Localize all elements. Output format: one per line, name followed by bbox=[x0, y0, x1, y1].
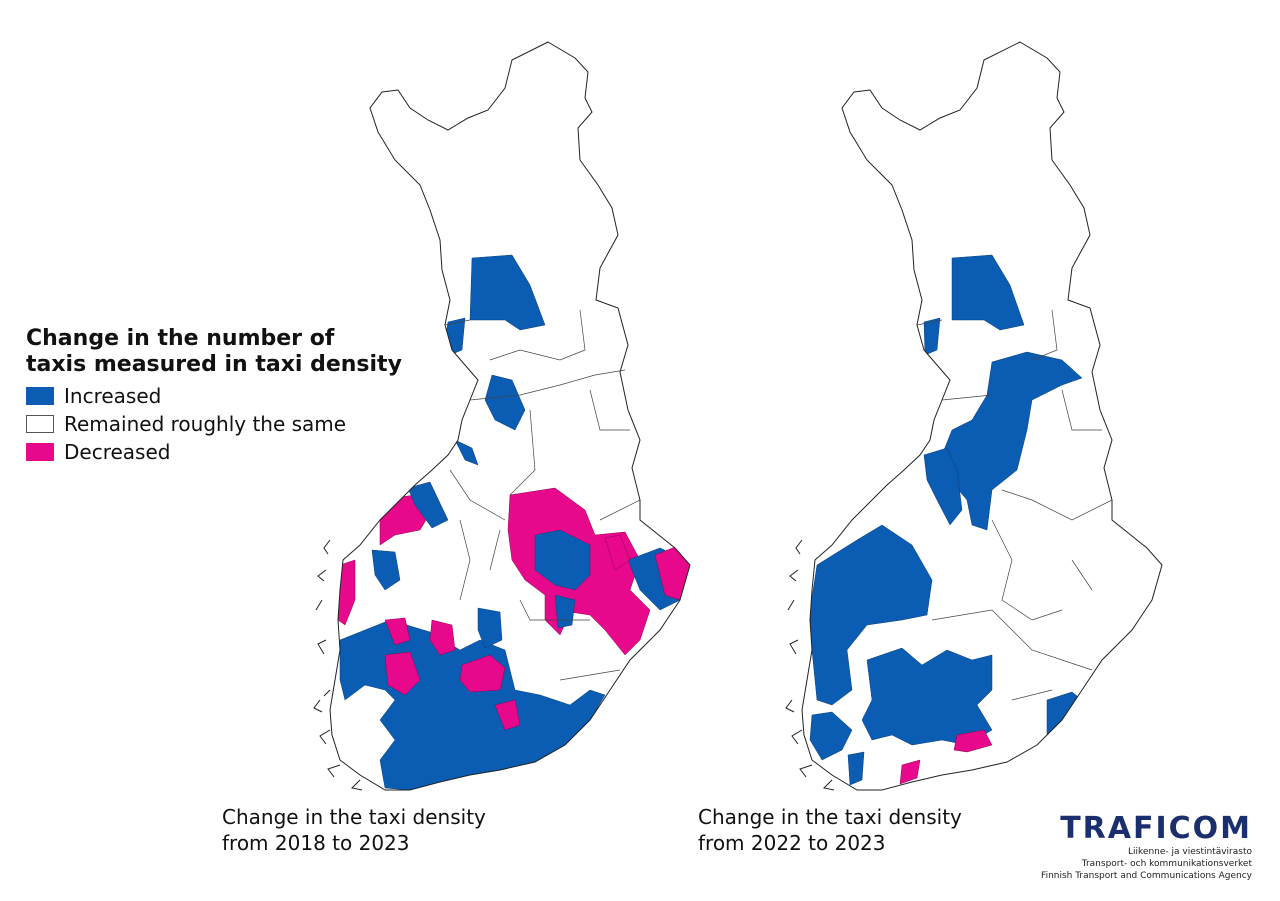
caption-line1: Change in the taxi density bbox=[222, 805, 486, 829]
legend-item-increased: Increased bbox=[26, 382, 402, 410]
map-2022-2023 bbox=[785, 41, 1163, 791]
region-increased bbox=[469, 254, 546, 331]
region-increased bbox=[454, 439, 479, 466]
legend-swatch-same bbox=[26, 415, 54, 433]
region-decreased bbox=[899, 759, 921, 785]
traficom-logo: TRAFICOM Liikenne- ja viestintävirasto T… bbox=[1040, 812, 1252, 882]
caption-line2: from 2018 to 2023 bbox=[222, 831, 410, 855]
region-decreased bbox=[384, 651, 421, 696]
coast-islands bbox=[785, 539, 835, 791]
region-increased bbox=[941, 351, 1083, 531]
region-increased bbox=[809, 711, 853, 761]
legend-swatch-increased bbox=[26, 387, 54, 405]
map-legend: Change in the number of taxis measured i… bbox=[26, 326, 402, 466]
legend-swatch-decreased bbox=[26, 443, 54, 461]
legend-title-line1: Change in the number of bbox=[26, 326, 335, 351]
region-increased bbox=[847, 751, 865, 786]
region-increased bbox=[923, 447, 963, 526]
region-increased bbox=[809, 524, 933, 706]
region-increased bbox=[534, 529, 591, 591]
region-decreased bbox=[459, 654, 506, 693]
caption-line1: Change in the taxi density bbox=[698, 805, 962, 829]
map-2018-2023 bbox=[313, 41, 691, 791]
logo-wordmark: TRAFICOM bbox=[1060, 811, 1252, 846]
legend-label: Decreased bbox=[64, 440, 171, 464]
legend-title: Change in the number of taxis measured i… bbox=[26, 326, 402, 378]
internal-borders bbox=[916, 309, 1113, 701]
region-decreased bbox=[953, 729, 993, 753]
region-increased bbox=[951, 254, 1025, 331]
internal-borders bbox=[444, 309, 641, 681]
logo-line-en: Finnish Transport and Communications Age… bbox=[1041, 871, 1252, 881]
legend-label: Increased bbox=[64, 384, 162, 408]
region-increased bbox=[407, 481, 449, 529]
coast-islands bbox=[313, 539, 363, 791]
map-caption-left: Change in the taxi density from 2018 to … bbox=[222, 804, 486, 856]
logo-line-sv: Transport- och kommunikationsverket bbox=[1081, 859, 1252, 869]
region-increased bbox=[554, 594, 576, 629]
logo-line-fi: Liikenne- ja viestintävirasto bbox=[1128, 847, 1252, 857]
region-decreased bbox=[429, 619, 456, 656]
legend-item-same: Remained roughly the same bbox=[26, 410, 402, 438]
region-decreased bbox=[494, 699, 521, 731]
legend-title-line2: taxis measured in taxi density bbox=[26, 352, 402, 377]
region-increased bbox=[484, 374, 526, 431]
region-increased bbox=[371, 549, 401, 591]
legend-label: Remained roughly the same bbox=[64, 412, 347, 436]
region-decreased bbox=[384, 617, 411, 646]
region-increased bbox=[861, 647, 993, 746]
caption-line2: from 2022 to 2023 bbox=[698, 831, 886, 855]
region-increased bbox=[477, 607, 503, 649]
region-increased bbox=[923, 317, 941, 356]
map-caption-right: Change in the taxi density from 2022 to … bbox=[698, 804, 962, 856]
legend-item-decreased: Decreased bbox=[26, 438, 402, 466]
region-decreased bbox=[604, 534, 631, 571]
